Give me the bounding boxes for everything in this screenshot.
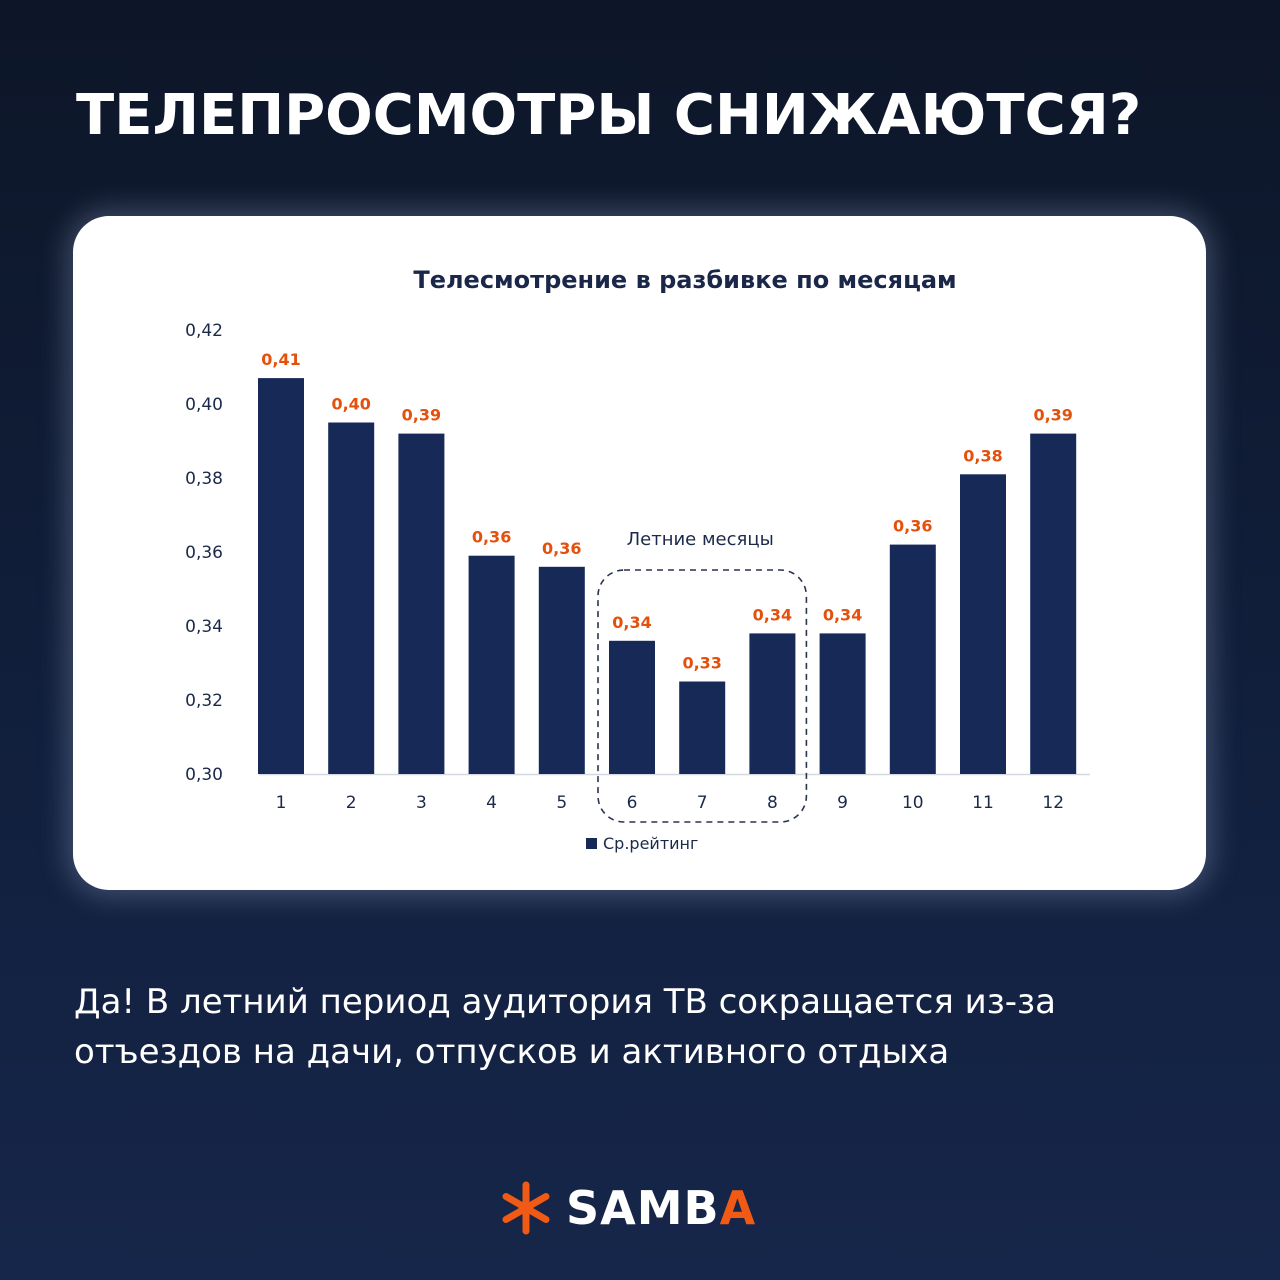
bar-month-4 (468, 555, 515, 774)
legend-label: Ср.рейтинг (603, 834, 698, 853)
chart-title: Телесмотрение в разбивке по месяцам (413, 266, 956, 294)
bar-month-12 (1030, 433, 1077, 774)
x-tick-label: 7 (697, 793, 708, 813)
data-label: 0,36 (472, 528, 511, 547)
bar-month-5 (538, 566, 585, 774)
body-line-2: отъездов на дачи, отпусков и активного о… (74, 1032, 950, 1072)
data-label: 0,40 (331, 395, 370, 414)
x-tick-label: 8 (767, 793, 778, 813)
logo-text-accent: A (719, 1181, 757, 1235)
page-headline: ТЕЛЕПРОСМОТРЫ СНИЖАЮТСЯ? (76, 83, 1142, 148)
bar-month-6 (609, 640, 655, 774)
x-tick-label: 9 (837, 793, 848, 813)
bar-chart: Телесмотрение в разбивке по месяцам 0,30 0… (185, 266, 1090, 853)
y-tick-label: 0,32 (185, 691, 223, 711)
data-label: 0,41 (261, 350, 300, 369)
summer-highlight-box (597, 569, 808, 823)
bar-month-1 (258, 378, 304, 774)
y-tick-label: 0,38 (185, 469, 223, 489)
data-label: 0,36 (542, 539, 581, 558)
x-tick-label: 6 (627, 793, 638, 813)
data-label: 0,34 (753, 605, 792, 624)
y-tick-label: 0,34 (185, 617, 223, 637)
bar-month-9 (819, 633, 866, 774)
x-tick-label: 12 (1042, 793, 1064, 813)
bar-month-7 (679, 681, 726, 774)
summer-annotation-label: Летние месяцы (627, 529, 774, 550)
samba-logo: SAMBA (498, 1178, 756, 1238)
body-text: Да! В летний период аудитория ТВ сокраща… (74, 977, 1214, 1077)
bar-month-11 (960, 474, 1006, 774)
x-tick-label: 5 (556, 793, 567, 813)
data-label: 0,39 (1033, 406, 1072, 425)
x-tick-label: 2 (346, 793, 357, 813)
y-tick-label: 0,42 (185, 321, 223, 341)
y-tick-label: 0,30 (185, 765, 223, 785)
data-label: 0,36 (893, 517, 932, 536)
data-label: 0,34 (612, 613, 651, 632)
y-tick-label: 0,36 (185, 543, 223, 563)
bar-month-8 (749, 633, 796, 774)
x-tick-label: 10 (902, 793, 924, 813)
bar-month-3 (398, 433, 445, 774)
asterisk-icon (502, 1181, 550, 1235)
x-tick-label: 11 (972, 793, 994, 813)
body-line-1: Да! В летний период аудитория ТВ сокраща… (74, 982, 1056, 1022)
data-label: 0,38 (963, 446, 1002, 465)
bar-month-10 (889, 544, 936, 774)
chart-card: Телесмотрение в разбивке по месяцам 0,30 0… (73, 216, 1206, 890)
bar-month-2 (328, 422, 375, 774)
data-label: 0,34 (823, 605, 862, 624)
x-tick-label: 1 (276, 793, 287, 813)
x-tick-label: 3 (416, 793, 427, 813)
x-tick-label: 4 (486, 793, 497, 813)
logo-text-main: SAMB (566, 1181, 720, 1235)
logo-wordmark: SAMBA (566, 1181, 756, 1235)
data-label: 0,39 (402, 406, 441, 425)
data-label: 0,33 (682, 654, 721, 673)
legend-swatch (586, 838, 597, 849)
y-tick-label: 0,40 (185, 395, 223, 415)
